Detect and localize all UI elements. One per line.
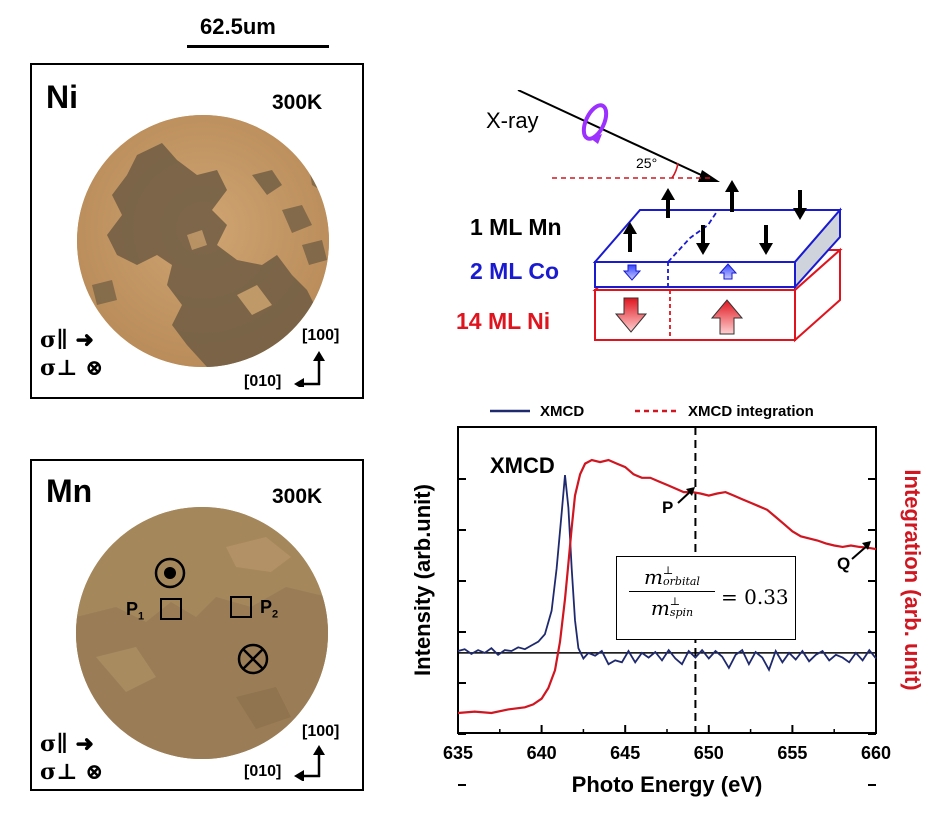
- mn-panel: Mn 300K P1 P2 σ∥ ➜ σ⊥ ⊗ [100] [010]: [30, 459, 364, 791]
- ratio-numerator: m⊥ orbital: [629, 565, 715, 592]
- p2-label-sub: 2: [272, 608, 279, 621]
- ni-panel: Ni 300K σ∥ ➜ σ⊥ ⊗ [100] [010]: [30, 63, 364, 399]
- scale-bar: [187, 45, 329, 48]
- layer-schematic: [517, 90, 843, 343]
- out-of-plane-dot-icon: [154, 557, 186, 589]
- p-annotation: P: [662, 498, 673, 517]
- ni-sigma-parallel: σ∥ ➜: [40, 327, 94, 353]
- mn-axis-arrows-icon: [294, 745, 325, 781]
- p-annotation-arrowhead: [686, 487, 695, 496]
- xmcd-annotation: XMCD: [490, 453, 555, 478]
- p1-label-sub: 1: [138, 610, 145, 623]
- mn-sigma-perp-label: σ⊥: [40, 759, 78, 785]
- chart-series: [457, 458, 877, 715]
- mn-axis-010: [010]: [244, 763, 282, 780]
- p2-marker-box: [230, 596, 252, 618]
- layer-mn-label: 1 ML Mn: [470, 214, 562, 240]
- layer-co-label: 2 ML Co: [470, 258, 560, 284]
- ni-domain-pattern: [77, 115, 329, 367]
- ni-domain-image: [77, 115, 329, 367]
- denominator-sup: ⊥: [669, 595, 681, 608]
- numerator-symbol: m: [644, 565, 664, 589]
- mn-sigma-perp: σ⊥ ⊗: [40, 759, 103, 785]
- p1-label: P1: [126, 599, 144, 623]
- ni-axis-100: [100]: [302, 327, 340, 344]
- mn-domain-image: [76, 507, 328, 759]
- ratio-denominator: m⊥ spin: [629, 592, 715, 620]
- q-annotation-arrow: [851, 544, 869, 560]
- ni-cross-circle-icon: ⊗: [85, 355, 104, 381]
- ni-element-label: Ni: [46, 79, 78, 115]
- q-annotation: Q: [837, 554, 850, 573]
- mn-sigma-parallel-label: σ∥: [40, 731, 68, 757]
- mn-axis-100: [100]: [302, 723, 340, 740]
- p2-label-text: P: [260, 597, 273, 617]
- p2-label: P2: [260, 597, 278, 621]
- mn-arrow-right-icon: ➜: [75, 731, 94, 757]
- q-annotation-arrowhead: [862, 541, 871, 550]
- xmcd-series-line: [457, 475, 877, 672]
- numerator-sup: ⊥: [663, 564, 674, 577]
- x-tick-label: 640: [527, 743, 557, 763]
- xmcd-chart: XMCD XMCD integration 635 640 645 650 655 660…: [410, 403, 925, 797]
- into-plane-cross-icon: [237, 643, 269, 675]
- ni-sigma-perp: σ⊥ ⊗: [40, 355, 103, 381]
- x-tick-label: 655: [777, 743, 807, 763]
- y-axis-left-label: Intensity (arb.unit): [410, 484, 435, 676]
- mn-temperature-label: 300K: [272, 485, 323, 508]
- x-tick-label: 650: [694, 743, 724, 763]
- ratio-value: = 0.33: [721, 585, 789, 609]
- x-axis-label: Photo Energy (eV): [572, 772, 763, 797]
- mn-element-label: Mn: [46, 473, 93, 509]
- x-tick-labels: 635 640 645 650 655 660: [443, 743, 891, 763]
- x-tick-label: 660: [861, 743, 891, 763]
- ni-sigma-perp-label: σ⊥: [40, 355, 78, 381]
- integration-series-line: [457, 458, 877, 715]
- xray-label: X-ray: [486, 108, 539, 133]
- legend-xmcd-label: XMCD: [540, 403, 584, 420]
- x-tick-label: 645: [610, 743, 640, 763]
- angle-label: 25°: [636, 155, 658, 171]
- orbital-spin-ratio-box: m⊥ orbital m⊥ spin = 0.33: [616, 556, 796, 640]
- ni-axis-010: [010]: [244, 373, 282, 390]
- chart-legend: XMCD XMCD integration: [490, 403, 814, 420]
- numerator-sub: orbital: [663, 575, 700, 588]
- ni-axis-arrows-icon: [294, 351, 325, 387]
- x-tick-label: 635: [443, 743, 473, 763]
- mn-cross-circle-icon: ⊗: [85, 759, 104, 785]
- y-axis-right-label: Integration (arb. unit): [900, 469, 925, 690]
- mn-domain-pattern: [76, 507, 328, 759]
- layer-ni-label: 14 ML Ni: [456, 308, 551, 334]
- p1-marker-box: [160, 598, 182, 620]
- legend-integration-label: XMCD integration: [688, 403, 814, 420]
- ni-arrow-right-icon: ➜: [75, 327, 94, 353]
- denominator-symbol: m: [650, 596, 670, 620]
- ni-temperature-label: 300K: [272, 91, 323, 114]
- scale-bar-label: 62.5um: [200, 14, 276, 39]
- ratio-fraction: m⊥ orbital m⊥ spin: [629, 565, 715, 620]
- ni-sigma-parallel-label: σ∥: [40, 327, 68, 353]
- denominator-sub: spin: [669, 606, 694, 619]
- p1-label-text: P: [126, 599, 139, 619]
- mn-sigma-parallel: σ∥ ➜: [40, 731, 94, 757]
